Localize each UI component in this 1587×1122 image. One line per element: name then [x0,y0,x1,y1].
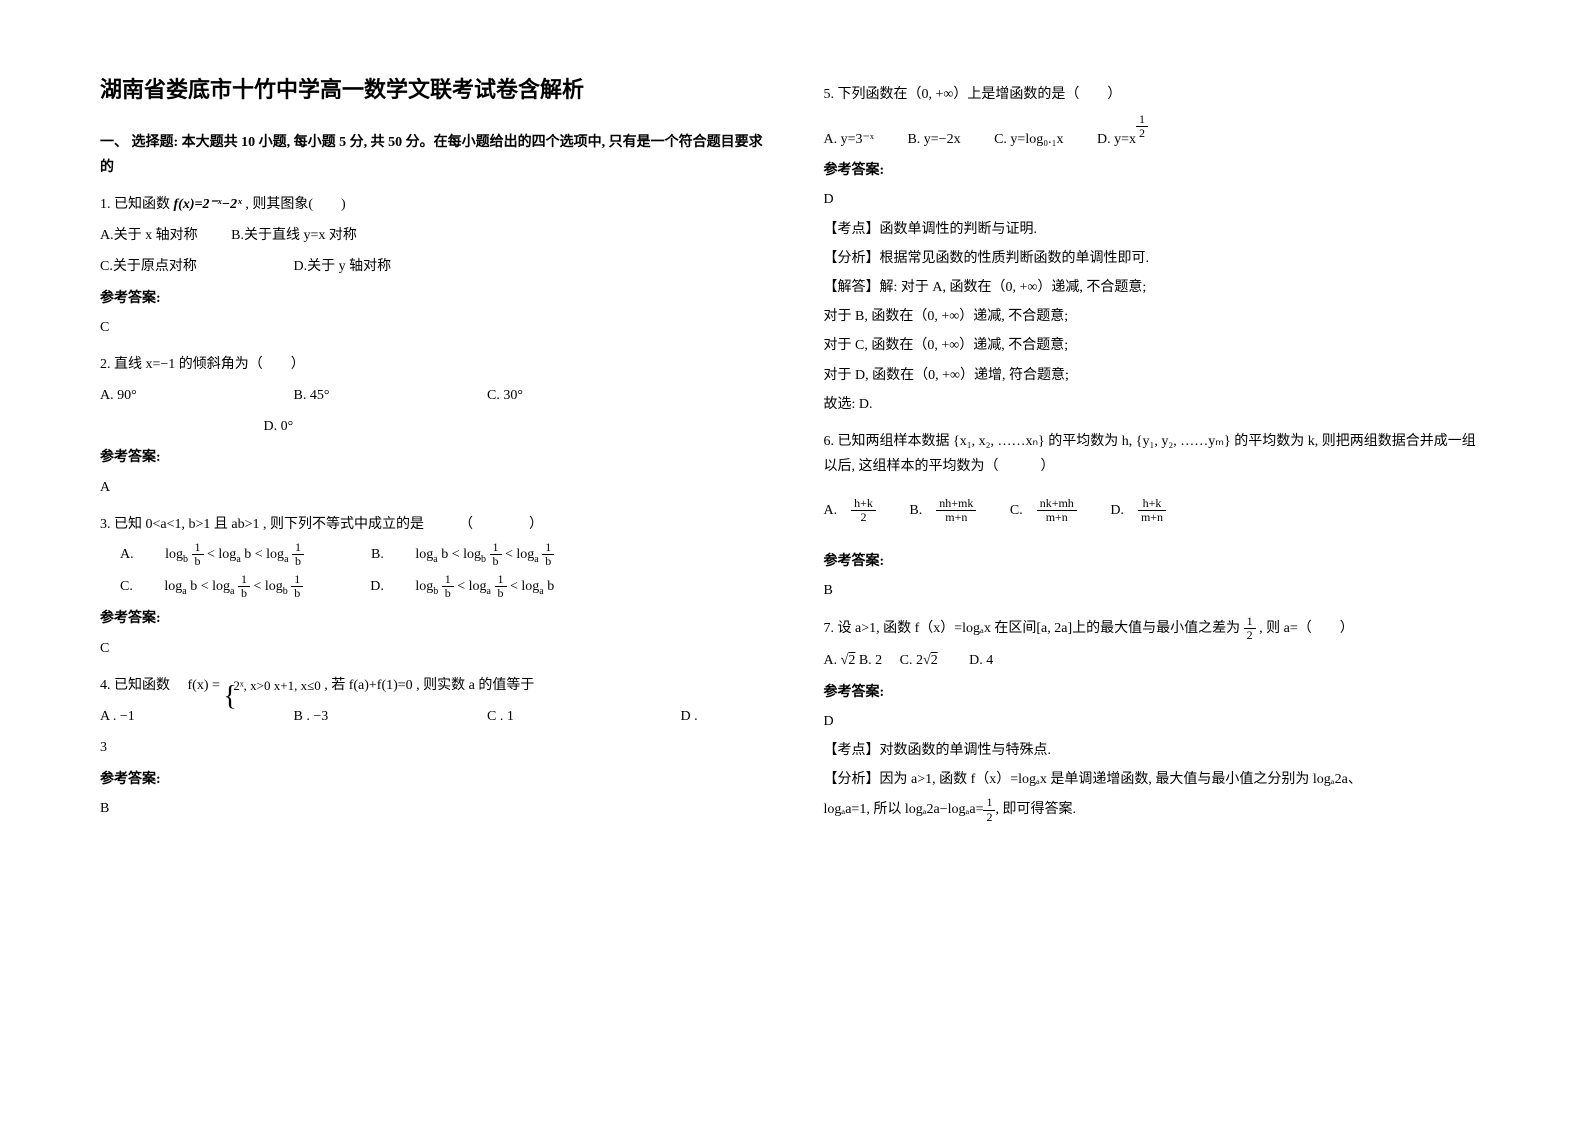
question-6: 6. 已知两组样本数据 {x₁, x₂, ……xₙ} 的平均数为 h, {y₁,… [824,429,1488,603]
q7-stem-a: 7. 设 a>1, 函数 f（x）=logₐx 在区间[a, 2a]上的最大值与… [824,621,1241,636]
q2-opt-c: C. 30° [487,383,523,408]
q1-opt-d: D.关于 y 轴对称 [294,254,392,279]
q4-stem-a: 4. 已知函数 [100,678,184,693]
q3-opt-b-expr: loga b < logb 1b < loga 1b [415,547,554,562]
q1-stem-b: , 则其图象( ) [245,197,345,212]
q1-ans: C [100,315,764,340]
q4-opt-b: B . −3 [294,704,454,729]
q3-stem: 3. 已知 0<a<1, b>1 且 ab>1 , 则下列不等式中成立的是 （ … [100,512,764,537]
q6-opt-b: B. nh+mkm+n [909,497,976,524]
q7-diff: 12 [1244,615,1256,642]
q6-ref: 参考答案: [824,549,1488,574]
q7-ex1: 【考点】对数函数的单调性与特殊点. [824,738,1488,763]
q5-ex6: 对于 D, 函数在（0, +∞）递增, 符合题意; [824,363,1488,388]
question-3: 3. 已知 0<a<1, b>1 且 ab>1 , 则下列不等式中成立的是 （ … [100,512,764,661]
q2-stem: 2. 直线 x=−1 的倾斜角为（ ） [100,352,764,377]
q1-func: f(x)=2⁻ˣ−2ˣ [174,197,242,212]
q3-opt-a-expr: logb 1b < loga b < loga 1b [165,547,304,562]
q5-opt-a: A. y=3⁻ˣ [824,127,874,152]
q3-opt-d-pre: D. [370,579,412,594]
q6-opt-c: C. nk+mhm+n [1010,497,1077,524]
q5-ex1: 【考点】函数单调性的判断与证明. [824,217,1488,242]
q1-opt-b: B.关于直线 y=x 对称 [231,223,357,248]
q5-ex4: 对于 B, 函数在（0, +∞）递减, 不合题意; [824,304,1488,329]
q2-ans: A [100,475,764,500]
question-7: 7. 设 a>1, 函数 f（x）=logₐx 在区间[a, 2a]上的最大值与… [824,615,1488,824]
section-header: 一、 选择题: 本大题共 10 小题, 每小题 5 分, 共 50 分。在每小题… [100,130,764,180]
left-column: 湖南省娄底市十竹中学高一数学文联考试卷含解析 一、 选择题: 本大题共 10 小… [100,70,764,1052]
q1-stem-a: 1. 已知函数 [100,197,170,212]
q6-ans: B [824,578,1488,603]
q5-ex2: 【分析】根据常见函数的性质判断函数的单调性即可. [824,246,1488,271]
q1-ref: 参考答案: [100,286,764,311]
q7-ex3: logₐa=1, 所以 logₐ2a−logₐa=12, 即可得答案. [824,796,1488,823]
q7-opt-a: A. √2 [824,653,856,668]
question-4: 4. 已知函数 f(x) = { 2ˣ, x>0 x+1, x≤0 , 若 f(… [100,673,764,821]
q3-ref: 参考答案: [100,606,764,631]
q3-ans: C [100,636,764,661]
q5-stem: 5. 下列函数在（0, +∞）上是增函数的是（ ） [824,82,1488,107]
q6-opt-d: D. h+km+n [1110,497,1166,524]
q7-opt-c: C. 2√2 [886,653,938,668]
q7-ex2: 【分析】因为 a>1, 函数 f（x）=logₐx 是单调递增函数, 最大值与最… [824,767,1488,792]
q5-ex5: 对于 C, 函数在（0, +∞）递减, 不合题意; [824,333,1488,358]
q5-opt-b: B. y=−2x [907,127,960,152]
q7-stem-b: , 则 a=（ ） [1259,621,1354,636]
q2-opt-b: B. 45° [294,383,454,408]
question-2: 2. 直线 x=−1 的倾斜角为（ ） A. 90° B. 45° C. 30°… [100,352,764,500]
q1-opt-a: A.关于 x 轴对称 [100,223,198,248]
q2-ref: 参考答案: [100,445,764,470]
q5-opt-c: C. y=log₀.₁x [994,127,1063,152]
q3-opt-b-pre: B. [371,547,412,562]
q3-opt-a-pre: A. [120,547,162,562]
q4-opt-c: C . 1 [487,704,647,729]
q5-ans: D [824,187,1488,212]
q3-opt-c-expr: loga b < loga 1b < logb 1b [164,579,303,594]
q4-func-lhs: f(x) = [188,678,224,693]
q3-opt-d-expr: logb 1b < loga 1b < loga b [415,579,554,594]
page-title: 湖南省娄底市十竹中学高一数学文联考试卷含解析 [100,70,764,110]
right-column: 5. 下列函数在（0, +∞）上是增函数的是（ ） A. y=3⁻ˣ B. y=… [824,70,1488,1052]
q5-ex7: 故选: D. [824,392,1488,417]
question-1: 1. 已知函数 f(x)=2⁻ˣ−2ˣ , 则其图象( ) A.关于 x 轴对称… [100,192,764,340]
q3-opt-c-pre: C. [120,579,161,594]
q4-stem-b: , 若 f(a)+f(1)=0 , 则实数 a 的值等于 [324,678,534,693]
q5-ex3: 【解答】解: 对于 A, 函数在（0, +∞）递减, 不合题意; [824,275,1488,300]
q6-stem: 6. 已知两组样本数据 {x₁, x₂, ……xₙ} 的平均数为 h, {y₁,… [824,429,1488,479]
q7-ref: 参考答案: [824,680,1488,705]
q4-opt-d-2: 3 [100,735,764,760]
q7-opt-b: B. 2 [859,653,882,668]
question-5: 5. 下列函数在（0, +∞）上是增函数的是（ ） A. y=3⁻ˣ B. y=… [824,82,1488,417]
q2-opt-d: D. 0° [264,414,294,439]
q7-opt-d: D. 4 [941,653,993,668]
q2-opt-a: A. 90° [100,383,260,408]
q4-opt-d: D . [681,704,698,729]
q1-opt-c: C.关于原点对称 [100,254,260,279]
q4-ref: 参考答案: [100,767,764,792]
q4-piecewise: { 2ˣ, x>0 x+1, x≤0 [223,674,320,697]
q5-ref: 参考答案: [824,158,1488,183]
q7-ans: D [824,709,1488,734]
q4-ans: B [100,796,764,821]
q5-opt-d: D. y=x12 [1097,113,1148,152]
q6-opt-a: A. h+k2 [824,497,876,524]
